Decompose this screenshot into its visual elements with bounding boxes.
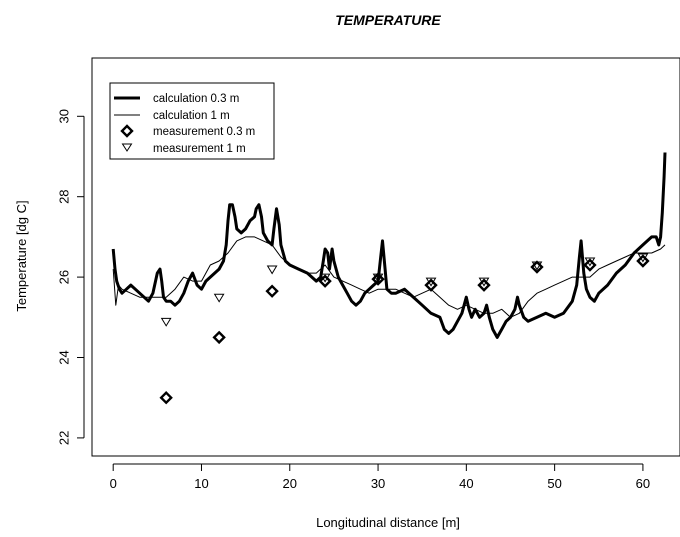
triangle-point xyxy=(266,265,278,275)
x-tick-label: 40 xyxy=(459,476,473,491)
legend-label-meas-03: measurement 0.3 m xyxy=(153,126,255,138)
x-axis: 0 10 20 30 40 50 60 xyxy=(110,463,650,491)
legend-label-meas-1: measurement 1 m xyxy=(153,143,246,155)
y-axis-label: Temperature [dg C] xyxy=(14,200,29,311)
y-tick-label: 24 xyxy=(57,350,72,364)
series-line-1 xyxy=(112,236,666,318)
x-tick-label: 30 xyxy=(371,476,385,491)
diamond-point xyxy=(212,330,226,345)
legend-triangle-marker xyxy=(121,143,133,152)
legend-box xyxy=(109,82,275,160)
legend: calculation 0.3 m calculation 1 m measur… xyxy=(109,82,275,160)
triangle-point xyxy=(319,273,331,283)
diamond-point xyxy=(583,258,597,272)
x-tick-label: 20 xyxy=(283,476,297,491)
triangle-point xyxy=(637,253,649,263)
diamond-point xyxy=(424,278,438,292)
x-tick-label: 0 xyxy=(110,476,117,491)
series-layer xyxy=(111,152,667,405)
triangle-point xyxy=(213,293,225,303)
x-axis-label: Longitudinal distance [m] xyxy=(316,515,460,530)
triangle-point xyxy=(372,273,384,283)
diamond-point xyxy=(477,278,491,292)
chart-title: TEMPERATURE xyxy=(335,12,441,28)
plot-area xyxy=(91,57,680,457)
y-tick-label: 30 xyxy=(57,109,72,123)
x-tick-label: 50 xyxy=(547,476,561,491)
series-line-0 xyxy=(111,152,667,339)
triangle-point xyxy=(584,257,596,267)
triangle-point xyxy=(531,261,543,271)
diamond-point xyxy=(265,284,279,298)
triangle-point xyxy=(425,277,437,287)
diamond-point xyxy=(636,254,650,268)
triangle-point xyxy=(160,317,172,327)
triangle-point xyxy=(478,277,490,287)
legend-label-calc-03: calculation 0.3 m xyxy=(153,93,239,105)
y-tick-label: 22 xyxy=(57,431,72,445)
diamond-point xyxy=(371,272,385,286)
legend-label-calc-1: calculation 1 m xyxy=(153,110,230,122)
y-axis: 22 24 26 28 30 xyxy=(57,109,85,445)
y-tick-label: 26 xyxy=(57,270,72,284)
diamond-point xyxy=(318,274,332,288)
y-tick-label: 28 xyxy=(57,189,72,203)
x-tick-label: 10 xyxy=(194,476,208,491)
x-tick-label: 60 xyxy=(636,476,650,491)
legend-diamond-marker xyxy=(120,124,134,138)
diamond-point xyxy=(159,391,173,405)
diamond-point xyxy=(530,260,544,274)
